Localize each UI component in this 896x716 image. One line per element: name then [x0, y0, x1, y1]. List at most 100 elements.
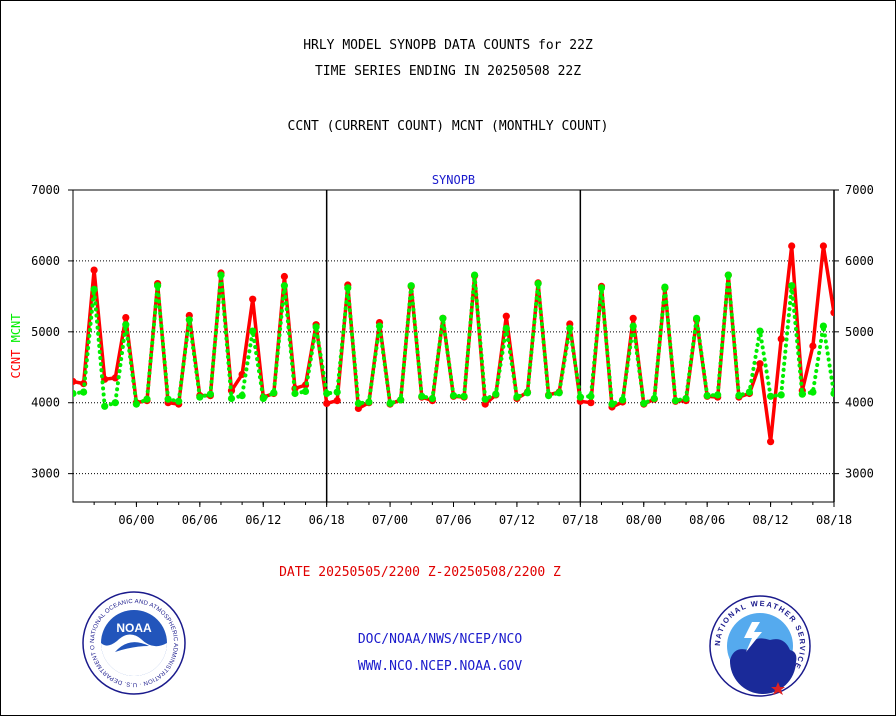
data-point-mcnt: [312, 323, 320, 331]
data-point-mcnt: [650, 394, 658, 403]
data-point-mcnt: [629, 322, 637, 330]
data-point-mcnt: [101, 402, 109, 410]
data-point-mcnt: [830, 389, 834, 398]
data-point-mcnt: [323, 389, 331, 398]
series-line-ccnt: [73, 244, 834, 444]
noaa-logo: NOAA NATIONAL OCEANIC AND ATMOSPHERIC AD…: [81, 590, 186, 695]
x-tick-label: 08/18: [816, 513, 852, 527]
y-tick-label-left: 3000: [31, 467, 60, 481]
data-point-mcnt: [809, 388, 817, 396]
data-point-mcnt: [735, 392, 743, 400]
date-range-label: DATE 20250505/2200 Z-20250508/2200 Z: [279, 565, 561, 580]
data-point-mcnt: [597, 284, 606, 292]
data-point-mcnt: [333, 388, 341, 396]
data-point-ccnt: [90, 266, 98, 274]
x-tick-label: 07/00: [372, 513, 408, 527]
chart-header-line-2: TIME SERIES ENDING IN 20250508 22Z: [314, 64, 582, 79]
y-axis-label-group: CCNT MCNT: [9, 313, 23, 378]
data-point-mcnt: [122, 321, 130, 329]
org-line: DOC/NOAA/NWS/NCEP/NCO: [357, 632, 523, 647]
data-point-mcnt: [555, 389, 563, 397]
chart-header-line-1: HRLY MODEL SYNOPB DATA COUNTS for 22Z: [303, 38, 593, 53]
data-point-mcnt: [344, 284, 352, 292]
data-point-mcnt: [756, 327, 764, 335]
data-point-mcnt: [492, 390, 500, 398]
data-point-mcnt: [143, 395, 151, 403]
data-point-mcnt: [682, 394, 690, 403]
data-point-ccnt: [788, 242, 796, 250]
data-point-mcnt: [418, 392, 426, 400]
data-point-ccnt: [280, 272, 288, 281]
data-point-mcnt: [819, 322, 828, 330]
data-point-mcnt: [291, 389, 299, 398]
data-point-mcnt: [80, 388, 88, 396]
data-point-mcnt: [280, 282, 288, 290]
x-tick-label: 06/00: [118, 513, 154, 527]
y-tick-label-right: 3000: [845, 467, 874, 481]
data-point-mcnt: [185, 316, 193, 324]
website-link[interactable]: WWW.NCO.NCEP.NOAA.GOV: [357, 659, 523, 674]
y-tick-label-right: 6000: [845, 254, 874, 268]
y-axis-label: CCNT MCNT: [9, 313, 23, 378]
y-tick-label-left: 7000: [31, 183, 60, 197]
chart-header-line-3: CCNT (CURRENT COUNT) MCNT (MONTHLY COUNT…: [287, 119, 609, 134]
data-point-mcnt: [481, 395, 489, 403]
data-point-mcnt: [608, 400, 616, 408]
x-tick-label: 07/12: [499, 513, 535, 527]
data-point-mcnt: [587, 392, 595, 400]
y-tick-label-right: 4000: [845, 396, 874, 410]
data-point-mcnt: [513, 393, 521, 401]
data-point-ccnt: [333, 397, 341, 405]
data-point-mcnt: [386, 399, 394, 407]
data-point-mcnt: [354, 399, 362, 407]
series-mcnt: [73, 271, 834, 410]
data-point-mcnt: [238, 392, 246, 400]
data-point-mcnt: [73, 389, 77, 398]
data-point-mcnt: [545, 392, 553, 400]
data-point-mcnt: [365, 398, 373, 406]
data-point-mcnt: [154, 282, 162, 290]
data-point-ccnt: [73, 377, 77, 386]
nws-logo: NATIONAL WEATHER SERVICE: [709, 595, 811, 697]
noaa-logo-text: NOAA: [116, 621, 152, 635]
data-point-mcnt: [164, 395, 172, 403]
data-point-mcnt: [428, 394, 436, 403]
data-point-mcnt: [777, 391, 785, 399]
data-point-ccnt: [249, 295, 257, 303]
data-point-mcnt: [175, 397, 183, 405]
data-point-mcnt: [301, 387, 310, 395]
data-point-mcnt: [375, 322, 384, 330]
x-tick-label: 06/18: [309, 513, 345, 527]
data-point-mcnt: [259, 394, 267, 403]
chart-title: SYNOPB: [432, 173, 475, 187]
data-point-mcnt: [745, 388, 754, 396]
data-point-mcnt: [407, 282, 415, 290]
data-point-mcnt: [788, 282, 796, 290]
y-axis-label-space: [9, 342, 23, 349]
data-point-ccnt: [354, 404, 362, 412]
data-point-mcnt: [132, 400, 140, 408]
data-point-ccnt: [767, 438, 775, 446]
data-point-mcnt: [90, 285, 98, 293]
x-tick-label: 08/06: [689, 513, 725, 527]
data-point-mcnt: [502, 324, 510, 332]
y-axis-label-ccnt: CCNT: [9, 350, 23, 379]
data-point-mcnt: [566, 324, 574, 332]
y-tick-label-left: 6000: [31, 254, 60, 268]
data-point-mcnt: [227, 394, 236, 403]
data-point-mcnt: [217, 271, 225, 279]
data-point-mcnt: [460, 392, 468, 400]
data-point-ccnt: [323, 399, 331, 407]
data-point-mcnt: [671, 397, 680, 405]
y-tick-label-right: 7000: [845, 183, 874, 197]
data-point-mcnt: [397, 396, 405, 404]
x-tick-label: 08/00: [626, 513, 662, 527]
x-tick-label: 06/06: [182, 513, 218, 527]
data-point-mcnt: [619, 396, 627, 404]
data-point-mcnt: [523, 389, 532, 397]
y-axis-label-mcnt: MCNT: [9, 313, 23, 342]
x-tick-label: 07/06: [435, 513, 471, 527]
data-point-mcnt: [640, 399, 648, 407]
y-tick-label-left: 5000: [31, 325, 60, 339]
